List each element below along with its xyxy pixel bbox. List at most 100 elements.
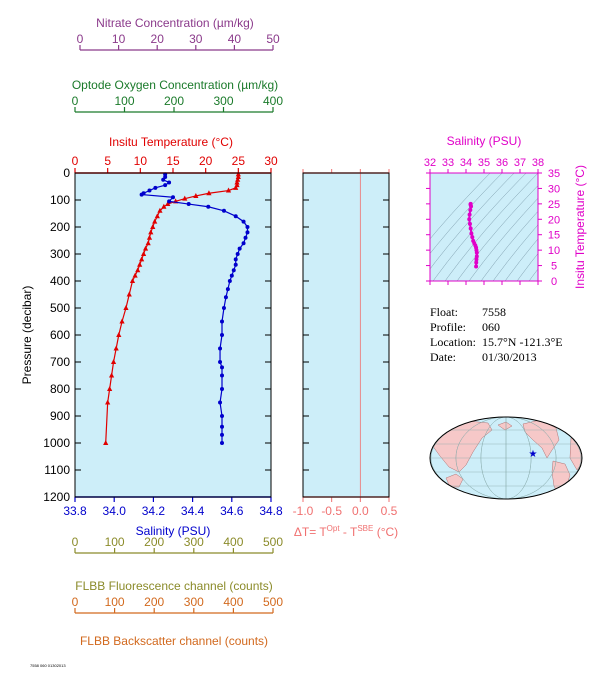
ts-isopycnal-line: [468, 197, 538, 281]
ts-temperature-tick-label: 20: [548, 214, 560, 226]
temperature-point: [150, 224, 156, 229]
ts-series: [467, 201, 479, 269]
ts-isopycnals: [430, 173, 538, 281]
ts-isopycnal-line: [432, 173, 527, 281]
ts-isopycnal-line: [430, 173, 491, 240]
temperature-point: [165, 201, 171, 207]
temperature-point: [135, 267, 141, 273]
oxygen-tick-label: 400: [263, 94, 283, 108]
salinity-point: [225, 287, 230, 292]
fluorescence-tick-label: 300: [184, 535, 204, 549]
pressure-tick-label: 900: [50, 409, 70, 423]
ts-isopycnal-line: [456, 185, 538, 281]
ts-salinity-title: Salinity (PSU): [447, 134, 522, 148]
fluorescence-tick-label: 0: [72, 535, 79, 549]
profile-value: 060: [482, 320, 500, 334]
salinity-point: [186, 202, 191, 207]
fluorescence-tick-label: 400: [223, 535, 243, 549]
ts-salinity-tick-label: 38: [532, 157, 544, 169]
salinity-point: [229, 273, 234, 278]
temperature-point: [225, 187, 232, 193]
temperature-point: [116, 332, 122, 337]
salinity-point: [171, 195, 175, 200]
delta-t-title: ΔT= TOpt - TSBE (°C): [294, 524, 398, 539]
location-label: Location:: [430, 335, 476, 349]
backscatter-tick-label: 300: [184, 595, 204, 609]
ts-ticks: 32 33 34 35 36 37 38 0 5 10 15 20 25 30 35: [424, 157, 560, 288]
profile-plot-ticks: 0 5 10 15 20 25 30 33.8 34.0 34.2 34.4 34.6 34.8 0 100…: [43, 154, 283, 518]
temperature-point: [123, 305, 129, 310]
map-longitude-line: [430, 417, 582, 499]
oxygen-tick-label: 100: [114, 94, 134, 108]
temperature-point: [108, 372, 115, 378]
temperature-title: Insitu Temperature (°C): [109, 135, 233, 149]
temperature-point: [235, 176, 241, 182]
ts-plot-background: [430, 173, 538, 281]
salinity-point: [233, 257, 238, 262]
temperature-point: [152, 218, 158, 224]
delta-t-plot-frame: [302, 172, 390, 498]
ts-point: [474, 254, 479, 259]
pressure-tick-label: 400: [50, 274, 70, 288]
salinity-point: [245, 230, 250, 235]
temperature-point: [206, 190, 212, 196]
salinity-point: [167, 199, 172, 204]
nitrate-axis: Nitrate Concentration (µm/kg) 0 10 20 30 40 5…: [77, 16, 280, 51]
nitrate-title: Nitrate Concentration (µm/kg): [96, 16, 254, 30]
salinity-point: [221, 306, 226, 310]
nitrate-tick-label: 10: [112, 32, 126, 46]
backscatter-tick-label: 400: [223, 595, 243, 609]
ts-temperature-tick-label: 10: [548, 245, 560, 257]
date-value: 01/30/2013: [482, 350, 537, 364]
salinity-point: [235, 252, 240, 256]
salinity-point: [218, 360, 223, 364]
ts-point: [468, 226, 473, 231]
float-value: 7558: [482, 305, 506, 319]
oxygen-ticks: 0 100 200 300 400: [72, 94, 283, 112]
ts-point: [474, 264, 479, 269]
nitrate-ticks: 0 10 20 30 40 50: [77, 32, 280, 50]
ts-salinity-tick-label: 32: [424, 157, 436, 169]
salinity-point: [220, 373, 224, 378]
pressure-tick-label: 600: [50, 328, 70, 342]
ts-isopycnal-line: [504, 238, 538, 281]
pressure-tick-label: 700: [50, 355, 70, 369]
salinity-point: [161, 177, 166, 182]
delta-t-ticks: -1.0 -0.5 0.0 0.5: [293, 169, 398, 518]
salinity-point: [233, 262, 238, 267]
fluorescence-tick-label: 100: [105, 535, 125, 549]
salinity-title: Salinity (PSU): [136, 524, 211, 538]
salinity-point: [241, 219, 246, 224]
ts-salinity-tick-label: 33: [442, 157, 454, 169]
oxygen-tick-label: 200: [164, 94, 184, 108]
temperature-tick-label: 20: [199, 154, 213, 168]
backscatter-tick-label: 100: [105, 595, 125, 609]
temperature-point: [103, 440, 109, 445]
temperature-point: [161, 203, 167, 209]
ts-salinity-tick-label: 35: [478, 157, 490, 169]
oxygen-title: Optode Oxygen Concentration (µm/kg): [72, 78, 278, 92]
ts-point: [474, 250, 479, 255]
map-longitude-line: [480, 417, 532, 499]
salinity-point: [206, 204, 211, 209]
fluorescence-tick-label: 200: [144, 535, 164, 549]
pressure-tick-label: 1200: [43, 490, 70, 504]
delta-t-tick-label: -0.5: [321, 504, 342, 518]
delta-t-plot-background: [303, 173, 389, 497]
ts-salinity-tick-label: 36: [496, 157, 508, 169]
temperature-point: [107, 386, 113, 391]
temperature-tick-label: 0: [72, 154, 79, 168]
map-arctic-landmass: [497, 421, 513, 431]
ts-point: [469, 204, 474, 209]
temperature-point: [235, 171, 241, 177]
salinity-point: [221, 208, 226, 213]
delta-t-tick-label: 0.0: [352, 504, 369, 518]
salinity-point: [220, 365, 224, 370]
ts-point: [467, 212, 472, 217]
ts-isopycnal-line: [492, 224, 538, 281]
fluorescence-title: FLBB Fluorescence channel (counts): [75, 579, 272, 593]
ts-point: [469, 231, 474, 236]
profile-plot-frame: [74, 172, 272, 498]
ts-salinity-tick-label: 37: [514, 157, 526, 169]
